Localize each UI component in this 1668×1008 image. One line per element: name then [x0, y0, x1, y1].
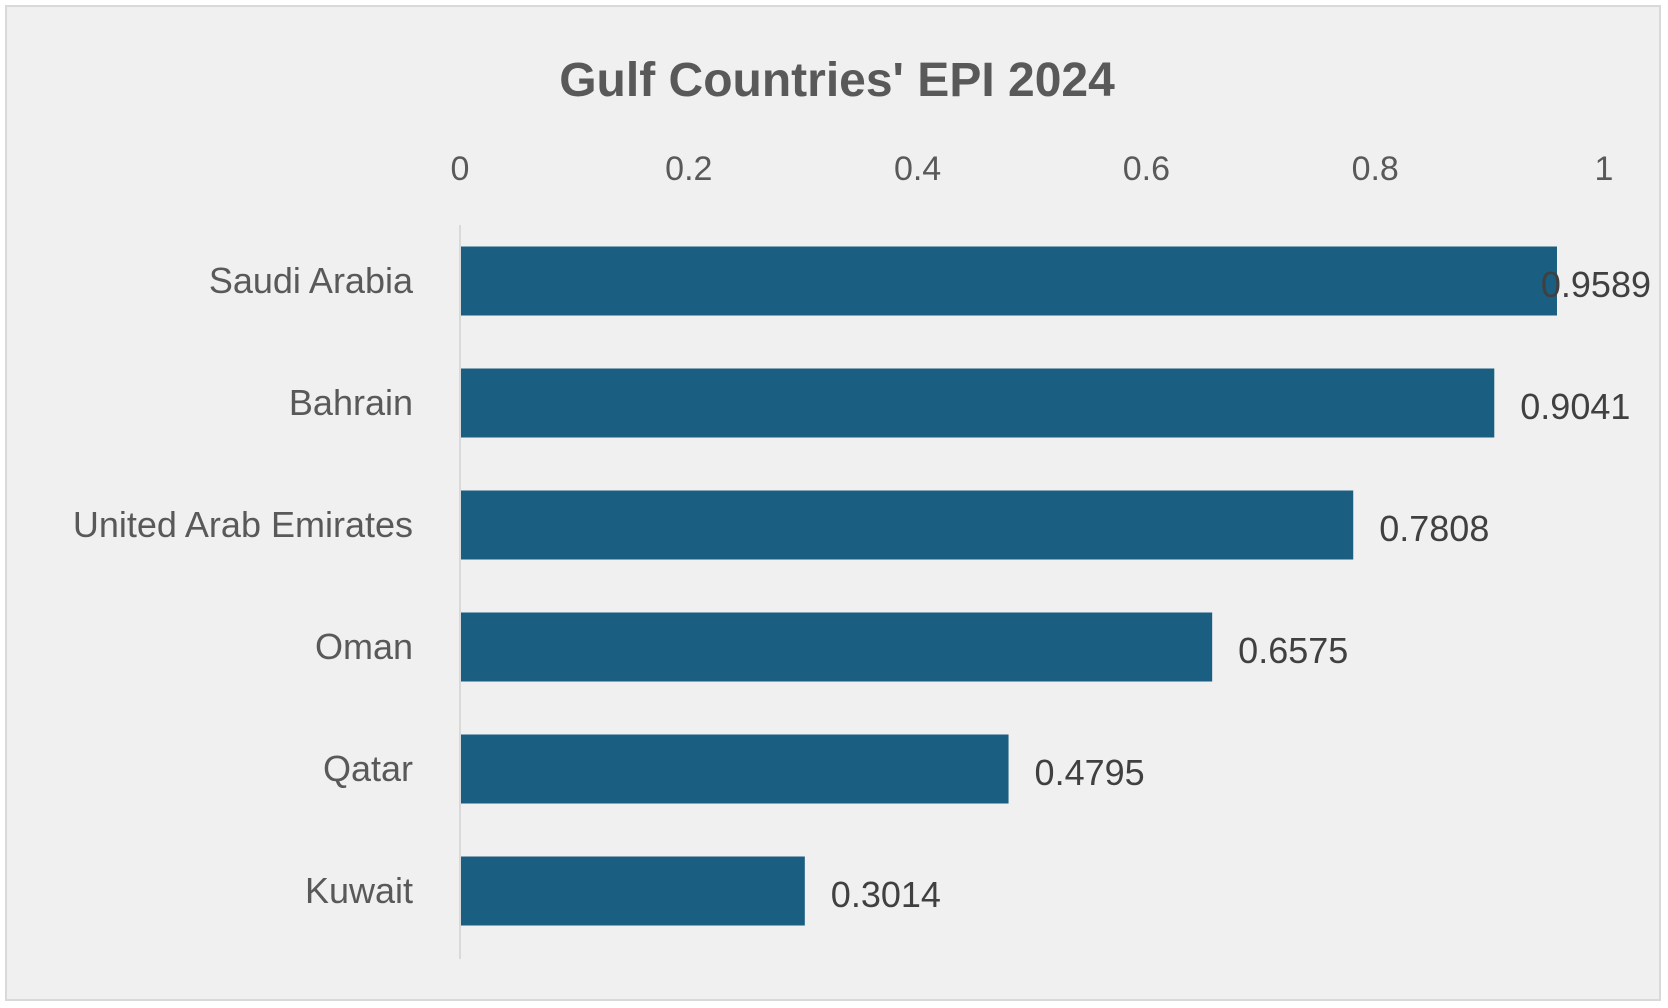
bar — [461, 490, 1354, 560]
x-tick-label: 0.2 — [665, 150, 712, 188]
bar — [461, 246, 1557, 316]
data-label: 0.9589 — [1541, 264, 1651, 305]
chart: Gulf Countries' EPI 2024 0 0.2 0.4 0.6 0.8 1 … — [73, 54, 1651, 959]
data-label: 0.4795 — [1035, 752, 1145, 793]
x-tick-label: 0.6 — [1123, 150, 1170, 188]
category-label: Qatar — [323, 748, 413, 789]
category-labels: Saudi Arabia Bahrain United Arab Emirates O… — [73, 260, 414, 911]
bar — [461, 856, 805, 926]
data-label: 0.6575 — [1238, 630, 1348, 671]
chart-frame: Gulf Countries' EPI 2024 0 0.2 0.4 0.6 0.8 1 … — [5, 5, 1661, 1001]
data-label: 0.9041 — [1520, 386, 1630, 427]
bar — [461, 734, 1009, 804]
x-tick-label: 1 — [1595, 150, 1614, 188]
x-tick-label: 0 — [451, 150, 470, 188]
category-label: Oman — [315, 626, 413, 667]
category-label: Kuwait — [305, 870, 413, 911]
category-label: Bahrain — [289, 382, 413, 423]
bars — [461, 246, 1557, 926]
chart-title: Gulf Countries' EPI 2024 — [559, 54, 1115, 107]
category-label: Saudi Arabia — [209, 260, 414, 301]
value-labels: 0.9589 0.9041 0.7808 0.6575 0.4795 0.3014 — [831, 264, 1651, 915]
bar — [461, 368, 1495, 438]
bar — [461, 612, 1213, 682]
data-label: 0.7808 — [1379, 508, 1489, 549]
data-label: 0.3014 — [831, 874, 941, 915]
x-tick-label: 0.8 — [1352, 150, 1399, 188]
x-axis-ticks: 0 0.2 0.4 0.6 0.8 1 — [451, 150, 1614, 188]
category-label: United Arab Emirates — [73, 504, 413, 545]
x-tick-label: 0.4 — [894, 150, 941, 188]
